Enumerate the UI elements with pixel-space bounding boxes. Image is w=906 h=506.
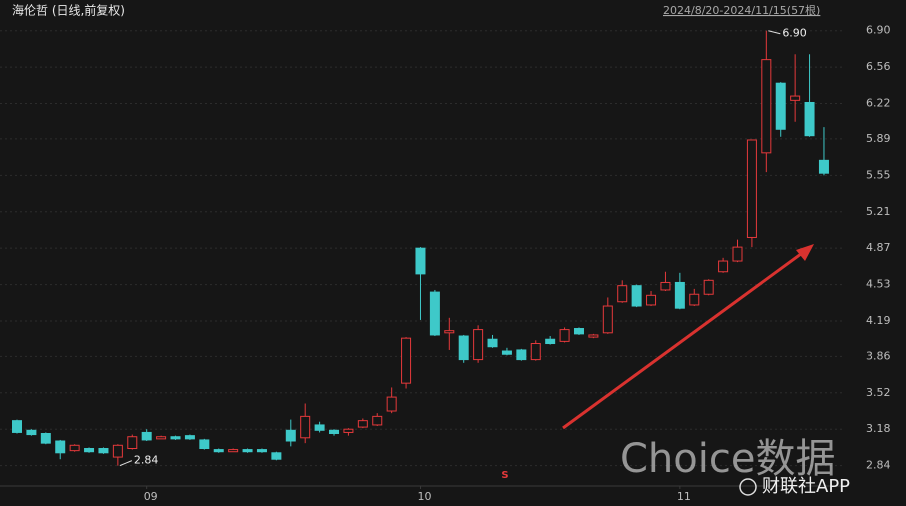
candle-body: [98, 448, 109, 454]
candle-body: [818, 159, 829, 174]
candle-body: [329, 429, 340, 435]
candle-body: [386, 396, 397, 412]
y-tick-label: 6.56: [866, 60, 891, 73]
x-tick-label: 09: [144, 490, 158, 503]
extreme-pointer: [768, 30, 781, 35]
y-tick-label: 5.89: [866, 132, 891, 145]
y-tick-label: 5.21: [866, 205, 891, 218]
arrow-shaft: [562, 249, 806, 430]
candle-body: [12, 420, 22, 433]
candle-body: [242, 449, 253, 453]
watermark: Choice数据: [620, 436, 835, 482]
candle-body: [689, 293, 700, 306]
candle-body: [256, 449, 267, 453]
extreme-label: 2.84: [134, 454, 159, 467]
candle-body: [429, 291, 440, 336]
candle-body: [271, 452, 282, 460]
candle-body: [84, 448, 95, 453]
candle-body: [40, 433, 51, 444]
candle-body: [112, 444, 123, 458]
y-tick-label: 6.90: [866, 24, 891, 37]
candle-body: [314, 424, 325, 431]
arrow-head: [796, 244, 814, 261]
candle-body: [703, 279, 714, 295]
candle-body: [732, 246, 743, 262]
candle-body: [501, 350, 512, 355]
candle-body: [631, 285, 642, 307]
candle-body: [372, 415, 383, 426]
y-tick-label: 3.86: [866, 349, 891, 362]
candle-body: [559, 329, 570, 342]
candle-body: [458, 335, 469, 361]
candle-body: [156, 436, 167, 440]
candle-body: [718, 260, 729, 273]
candle-body: [530, 343, 541, 361]
candle-body: [444, 330, 455, 334]
candle-body: [588, 334, 599, 338]
candle-body: [55, 440, 66, 454]
candle-body: [660, 281, 671, 291]
source-label: 财联社APP: [762, 476, 850, 497]
candle-body: [746, 139, 757, 238]
candle-body: [26, 429, 37, 436]
candle-body: [790, 95, 801, 101]
candle-body: [300, 415, 311, 439]
candle-body: [401, 337, 412, 384]
candle-body: [617, 285, 628, 303]
candle-body: [516, 349, 527, 361]
y-tick-label: 3.52: [866, 386, 891, 399]
candle-body: [646, 294, 657, 306]
candle-body: [170, 436, 181, 440]
y-tick-label: 4.87: [866, 241, 891, 254]
candle-body: [184, 435, 195, 440]
candle-body: [473, 329, 484, 361]
candle-body: [127, 436, 138, 450]
candle-body: [775, 82, 786, 130]
y-tick-label: 5.55: [866, 168, 891, 181]
y-tick-label: 6.22: [866, 97, 891, 110]
y-tick-label: 3.18: [866, 422, 891, 435]
candle-body: [343, 428, 354, 433]
event-mark: S: [501, 470, 508, 481]
candle-body: [69, 444, 80, 452]
candle-body: [761, 59, 772, 154]
y-tick-label: 2.84: [866, 459, 891, 472]
y-tick-label: 4.19: [866, 314, 891, 327]
candle-body: [141, 431, 152, 441]
candle-body: [487, 338, 498, 348]
candle-body: [285, 429, 296, 442]
candle-body: [228, 449, 239, 453]
extreme-label: 6.90: [782, 27, 807, 40]
date-range: 2024/8/20-2024/11/15(57根): [663, 3, 820, 17]
x-tick-label: 11: [677, 490, 691, 503]
candle-body: [199, 439, 210, 450]
candle-body: [573, 328, 584, 335]
chart-title: 海伦哲 (日线,前复权): [12, 3, 125, 18]
y-tick-label: 4.53: [866, 278, 891, 291]
trend-arrow: [562, 244, 814, 430]
candle-body: [674, 281, 685, 309]
candle-body: [804, 101, 815, 137]
weibo-icon: [739, 478, 757, 496]
x-tick-label: 10: [417, 490, 431, 503]
extreme-pointer: [119, 460, 133, 467]
candle-body: [213, 449, 224, 453]
candle-body: [415, 247, 426, 275]
candle-body: [357, 420, 368, 428]
candle-body: [602, 305, 613, 334]
candle-body: [545, 338, 556, 345]
